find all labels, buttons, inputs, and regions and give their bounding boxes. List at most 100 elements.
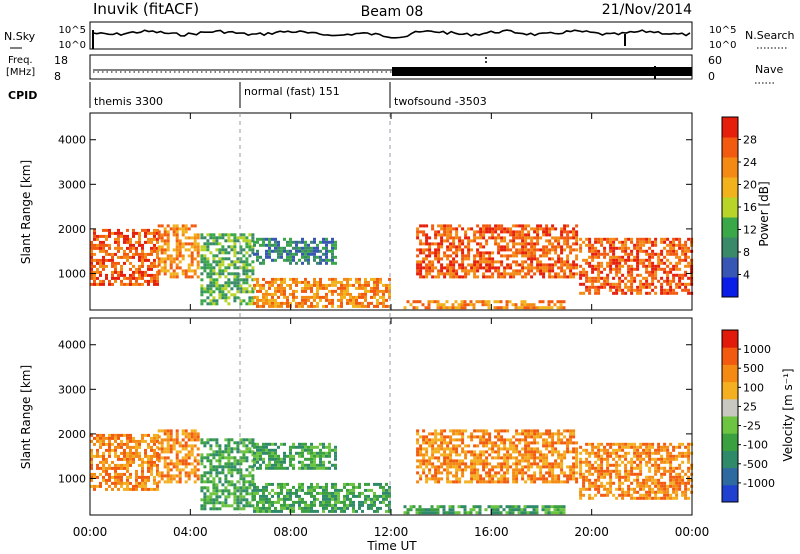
echo-cell <box>218 242 222 246</box>
echo-cell <box>153 463 156 467</box>
echo-cell <box>175 432 179 436</box>
echo-cell <box>591 270 595 274</box>
echo-cell <box>642 276 646 280</box>
echo-cell <box>446 233 450 237</box>
echo-cell <box>259 448 262 452</box>
echo-cell <box>166 447 170 451</box>
echo-cell <box>457 306 461 310</box>
echo-cell <box>428 444 432 448</box>
echo-cell <box>221 465 225 469</box>
echo-cell <box>425 447 429 451</box>
echo-cell <box>265 280 268 284</box>
echo-cell <box>221 257 225 261</box>
echo-cell <box>209 287 213 291</box>
echo-cell <box>200 287 204 291</box>
echo-cell <box>123 442 126 446</box>
echo-cell <box>310 506 313 510</box>
echo-cell <box>322 488 325 492</box>
echo-cell <box>248 245 252 249</box>
nsky-panel: N.Sky 10^5 10^0 10^5 10^0 N.Search <box>4 21 795 51</box>
echo-cell <box>479 438 483 442</box>
echo-cell <box>349 488 352 492</box>
echo-cell <box>572 260 576 264</box>
echo-cell <box>203 290 207 294</box>
echo-cell <box>289 252 292 256</box>
echo-cell <box>169 444 173 448</box>
echo-cell <box>156 273 159 277</box>
echo-cell <box>283 457 286 461</box>
echo-cell <box>457 511 461 515</box>
echo-cell <box>388 494 391 498</box>
echo-cell <box>624 469 628 473</box>
echo-cell <box>521 251 525 255</box>
echo-cell <box>560 465 564 469</box>
echo-cell <box>203 498 207 502</box>
echo-cell <box>503 459 507 463</box>
echo-cell <box>500 456 504 460</box>
echo-cell <box>548 269 552 273</box>
echo-cell <box>624 261 628 265</box>
echo-cell <box>518 236 522 240</box>
echo-cell <box>141 472 144 476</box>
echo-cell <box>147 457 150 461</box>
echo-cell <box>624 276 628 280</box>
x-tick-label: 08:00 <box>273 525 308 539</box>
echo-cell <box>156 228 159 232</box>
echo-cell <box>334 448 337 452</box>
echo-cell <box>138 237 141 241</box>
echo-cell <box>563 263 567 267</box>
echo-cell <box>509 227 513 231</box>
echo-cell <box>482 441 486 445</box>
echo-cell <box>96 267 99 271</box>
echo-cell <box>212 266 216 270</box>
echo-cell <box>554 441 558 445</box>
echo-cell <box>307 509 310 513</box>
echo-cell <box>585 487 589 491</box>
echo-cell <box>458 248 462 252</box>
echo-cell <box>488 447 492 451</box>
echo-cell <box>144 451 147 455</box>
echo-cell <box>102 261 105 265</box>
echo-cell <box>187 450 191 454</box>
echo-cell <box>343 289 346 293</box>
echo-cell <box>99 436 102 440</box>
echo-cell <box>612 240 616 244</box>
echo-cell <box>600 276 604 280</box>
echo-cell <box>144 273 147 277</box>
echo-cell <box>385 286 388 290</box>
echo-cell <box>233 248 237 252</box>
echo-cell <box>597 261 601 265</box>
echo-cell <box>506 266 510 270</box>
echo-cell <box>259 261 262 265</box>
echo-cell <box>500 227 504 231</box>
echo-cell <box>307 298 310 302</box>
echo-cell <box>606 279 610 283</box>
echo-cell <box>239 468 243 472</box>
echo-cell <box>114 240 117 244</box>
echo-cell <box>259 497 262 501</box>
echo-cell <box>349 295 352 299</box>
echo-cell <box>251 278 255 282</box>
echo-cell <box>242 486 246 490</box>
echo-cell <box>304 466 307 470</box>
echo-cell <box>169 450 173 454</box>
echo-cell <box>265 482 268 486</box>
echo-cell <box>678 276 682 280</box>
echo-cell <box>245 450 249 454</box>
echo-cell <box>251 260 255 264</box>
echo-cell <box>533 242 537 246</box>
echo-cell <box>304 445 307 449</box>
echo-cell <box>597 478 601 482</box>
echo-cell <box>102 478 105 482</box>
echo-cell <box>651 496 655 500</box>
echo-cell <box>262 261 265 265</box>
echo-cell <box>579 466 583 470</box>
echo-cell <box>358 280 361 284</box>
echo-cell <box>175 266 179 270</box>
echo-cell <box>588 496 592 500</box>
echo-cell <box>230 465 234 469</box>
echo-cell <box>636 448 640 452</box>
echo-cell <box>212 269 216 273</box>
echo-cell <box>200 489 204 493</box>
echo-cell <box>594 445 598 449</box>
